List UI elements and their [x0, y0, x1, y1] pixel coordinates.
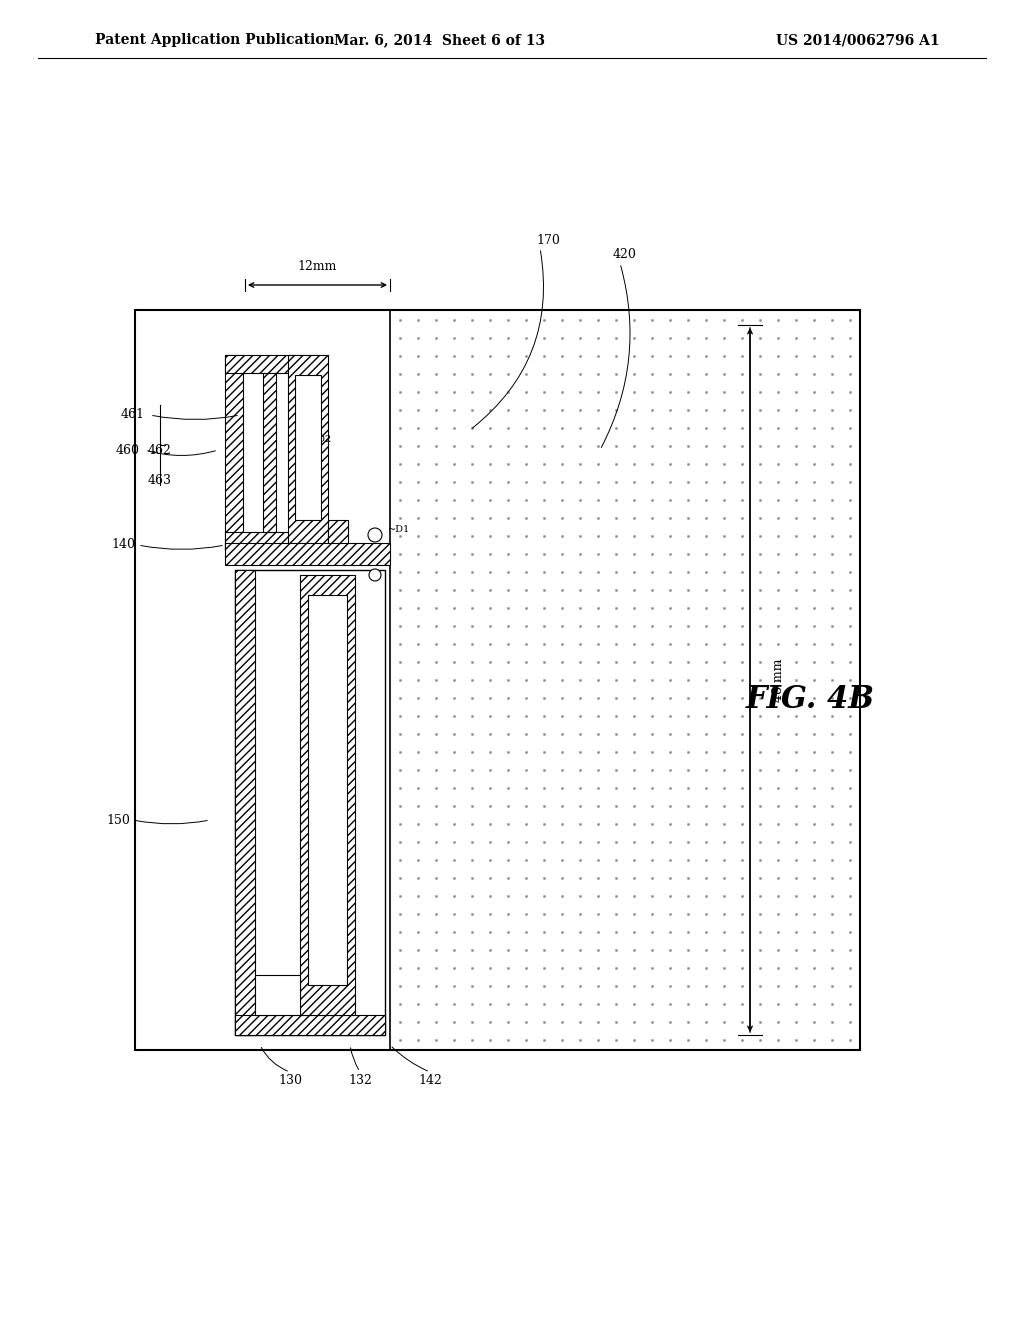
Bar — [263, 374, 275, 532]
Bar — [295, 375, 321, 520]
Circle shape — [369, 569, 381, 581]
Text: 460: 460 — [116, 444, 140, 457]
Bar — [234, 1015, 385, 1035]
Text: 132: 132 — [348, 1073, 372, 1086]
Bar — [328, 520, 348, 550]
Text: 130: 130 — [278, 1073, 302, 1086]
Text: 463: 463 — [148, 474, 172, 487]
Text: 12mm: 12mm — [298, 260, 337, 273]
Bar — [225, 355, 243, 550]
Text: 48 mm: 48 mm — [771, 659, 784, 702]
Circle shape — [368, 528, 382, 543]
Bar — [288, 355, 328, 550]
Text: 462: 462 — [148, 444, 172, 457]
Text: FIG. 4B: FIG. 4B — [745, 685, 874, 715]
Bar — [135, 310, 860, 1049]
Text: 140: 140 — [111, 539, 135, 552]
Text: ~D2: ~D2 — [310, 436, 332, 445]
Bar — [225, 543, 390, 565]
Text: 461: 461 — [121, 408, 145, 421]
Bar — [255, 975, 300, 1015]
Text: 150: 150 — [106, 813, 130, 826]
Bar — [300, 576, 355, 1015]
Text: 142: 142 — [418, 1073, 442, 1086]
Text: Mar. 6, 2014  Sheet 6 of 13: Mar. 6, 2014 Sheet 6 of 13 — [335, 33, 546, 48]
Text: 170: 170 — [536, 234, 560, 247]
Bar — [234, 570, 255, 1035]
Text: ~D1: ~D1 — [388, 525, 411, 535]
Text: Patent Application Publication: Patent Application Publication — [95, 33, 335, 48]
Bar — [308, 595, 347, 985]
Bar — [225, 532, 318, 550]
Text: US 2014/0062796 A1: US 2014/0062796 A1 — [776, 33, 940, 48]
Bar — [234, 570, 385, 1035]
Text: 420: 420 — [613, 248, 637, 261]
Bar — [225, 355, 318, 374]
